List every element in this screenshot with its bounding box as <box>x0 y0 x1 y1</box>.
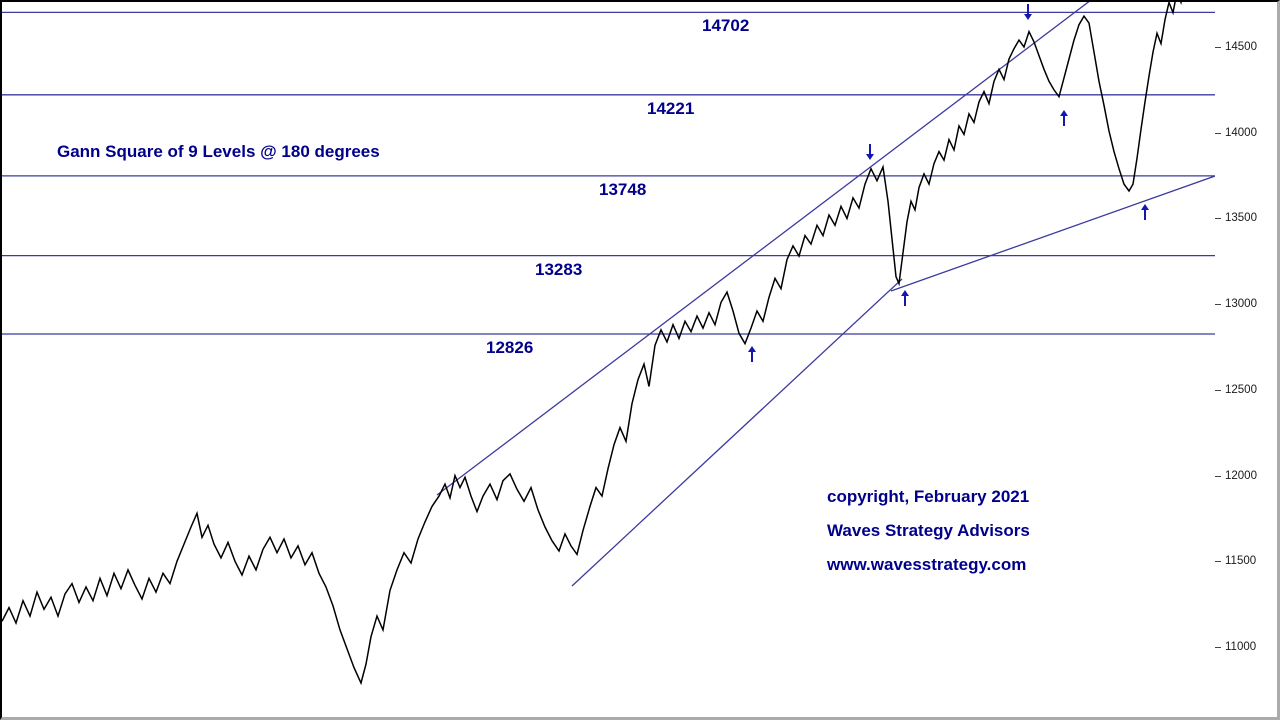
y-axis-tick: 12500 <box>1215 383 1257 397</box>
y-axis-tick-label: 14500 <box>1225 41 1257 53</box>
y-axis-tick-label: 12000 <box>1225 470 1257 482</box>
tick-mark-icon <box>1215 217 1221 219</box>
gann-level-label-14702: 14702 <box>702 16 750 35</box>
tick-mark-icon <box>1215 389 1221 391</box>
copyright-line: copyright, February 2021 <box>827 487 1030 506</box>
y-axis-tick: 13500 <box>1215 211 1257 225</box>
tick-mark-icon <box>1215 46 1221 48</box>
tick-mark-icon <box>1215 475 1221 477</box>
y-axis-tick-label: 11000 <box>1225 641 1257 653</box>
gann-level-label-14221: 14221 <box>647 99 695 118</box>
copyright-line: www.wavesstrategy.com <box>827 555 1027 574</box>
tick-mark-icon <box>1215 132 1221 134</box>
y-axis-tick: 11500 <box>1215 554 1256 568</box>
y-axis-tick-label: 13500 <box>1225 212 1257 224</box>
y-axis-tick: 12000 <box>1215 469 1257 483</box>
y-axis-tick: 13000 <box>1215 297 1257 311</box>
price-chart-canvas <box>2 2 1215 686</box>
y-axis-tick: 14000 <box>1215 126 1257 140</box>
tick-mark-icon <box>1215 560 1221 562</box>
y-axis-tick: 14500 <box>1215 40 1257 54</box>
gann-level-label-13748: 13748 <box>599 180 647 199</box>
chart-title: Gann Square of 9 Levels @ 180 degrees <box>57 142 380 161</box>
copyright-watermark: copyright, February 2021 Waves Strategy … <box>827 480 1030 582</box>
y-axis-tick: 11000 <box>1215 640 1256 654</box>
tick-mark-icon <box>1215 646 1221 648</box>
tick-mark-icon <box>1215 303 1221 305</box>
y-axis-tick-label: 12500 <box>1225 384 1257 396</box>
y-axis-tick-label: 13000 <box>1225 298 1257 310</box>
y-axis-tick-label: 11500 <box>1225 555 1257 567</box>
copyright-line: Waves Strategy Advisors <box>827 521 1030 540</box>
gann-level-label-13283: 13283 <box>535 260 583 279</box>
gann-level-label-12826: 12826 <box>486 338 534 357</box>
y-axis-tick-label: 14000 <box>1225 127 1257 139</box>
